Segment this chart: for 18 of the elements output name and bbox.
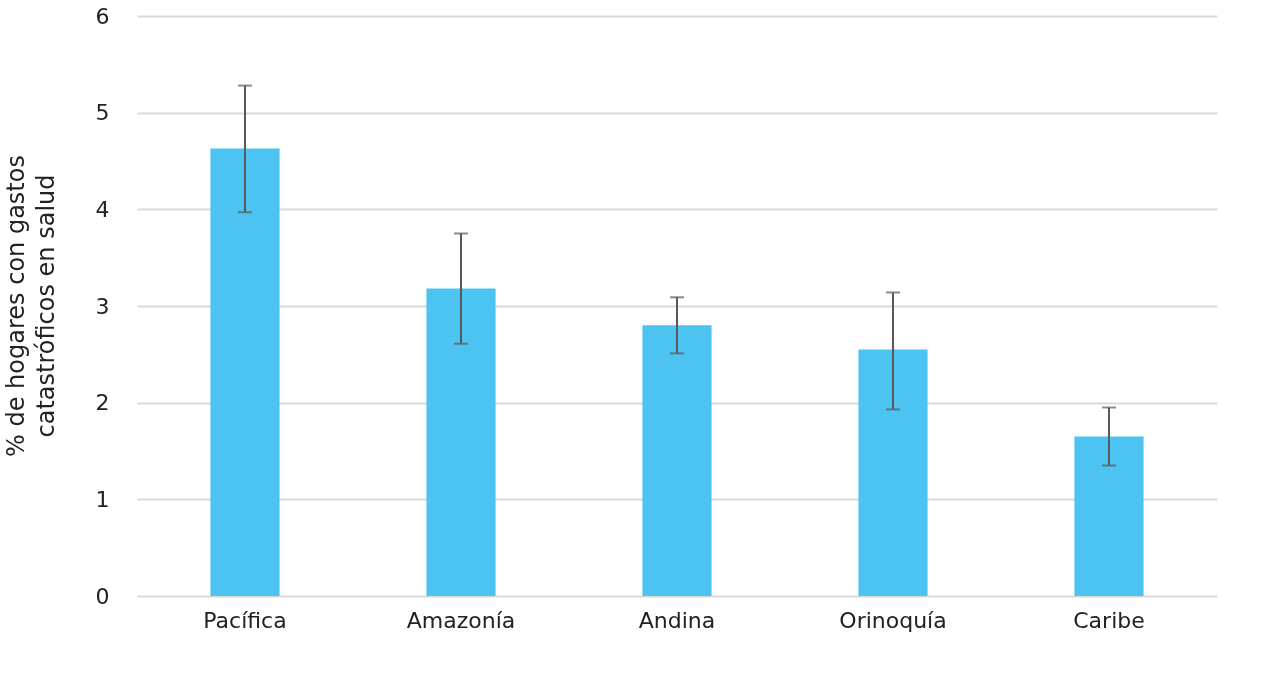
bar xyxy=(1074,436,1144,596)
y-tick-label: 3 xyxy=(95,293,110,319)
y-axis-title: % de hogares con gastos catastróficos en salud xyxy=(2,155,60,457)
x-tick-label: Andina xyxy=(638,607,716,633)
x-tick-label: Amazonía xyxy=(406,607,516,633)
bar xyxy=(426,288,496,596)
y-tick-label: 2 xyxy=(95,390,110,416)
x-tick-label: Pacífica xyxy=(203,607,287,633)
x-tick-label: Caribe xyxy=(1073,607,1145,633)
bar xyxy=(642,325,712,596)
y-tick-label: 5 xyxy=(95,100,110,126)
bar xyxy=(858,349,928,596)
y-tick-label: 6 xyxy=(95,3,110,29)
y-tick-label: 1 xyxy=(95,486,110,512)
bar xyxy=(210,148,280,596)
y-tick-label: 0 xyxy=(95,583,110,609)
y-tick-label: 4 xyxy=(95,196,110,222)
x-tick-label: Orinoquía xyxy=(839,607,947,633)
